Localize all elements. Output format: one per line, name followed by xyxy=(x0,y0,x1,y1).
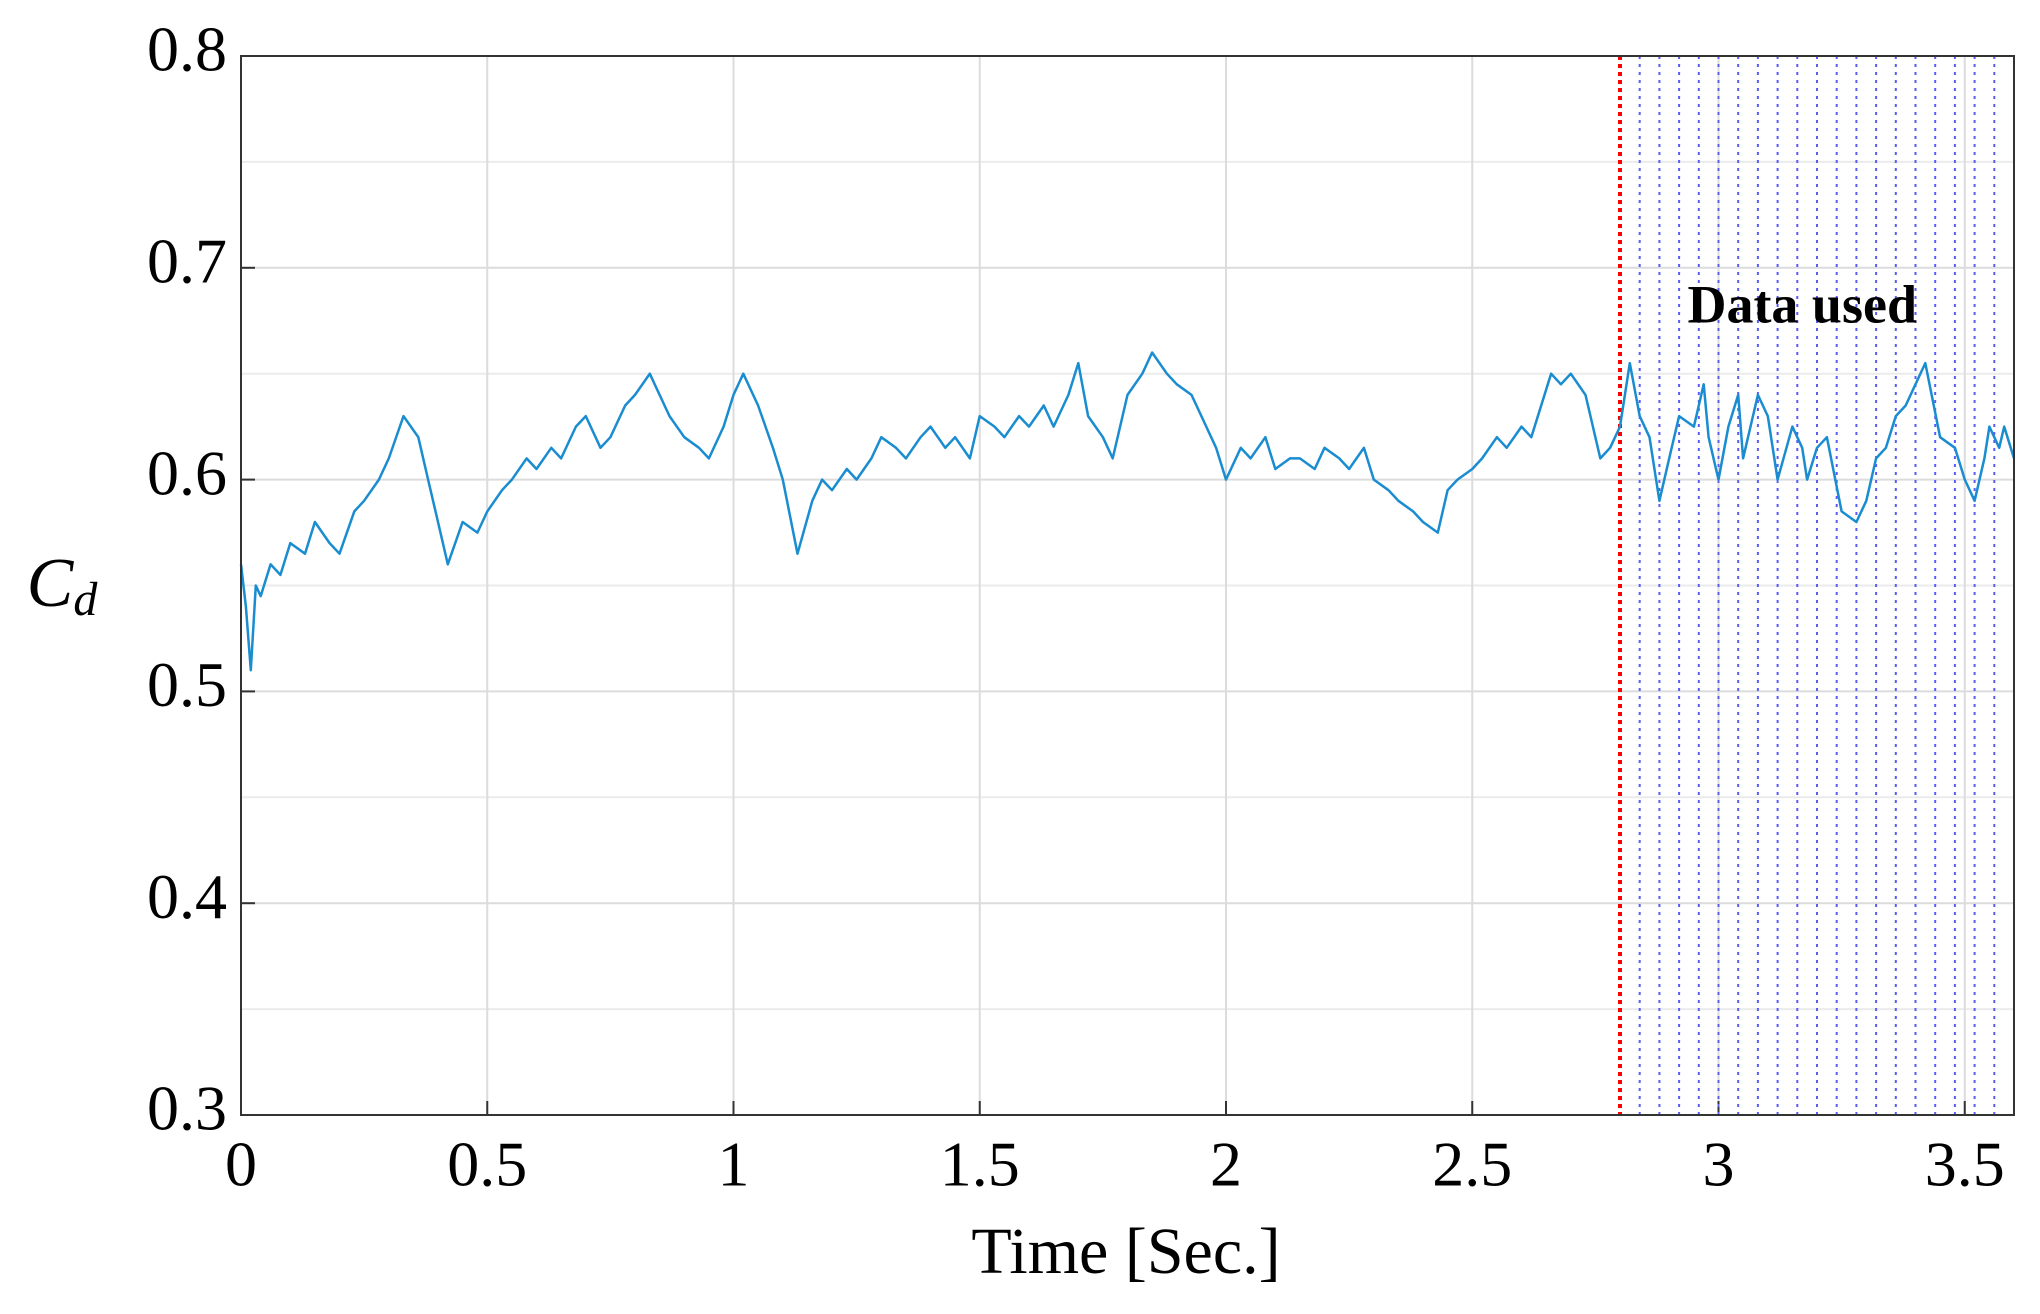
x-tick-label: 0 xyxy=(225,1129,257,1200)
plot-frame xyxy=(240,55,2015,1116)
x-axis-label: Time [Sec.] xyxy=(971,1215,1280,1288)
x-tick-label: 0.5 xyxy=(447,1129,527,1200)
y-axis-label-sub: d xyxy=(73,573,98,626)
y-tick-label: 0.4 xyxy=(147,861,227,932)
x-tick-label: 1 xyxy=(718,1129,750,1200)
y-tick-label: 0.5 xyxy=(147,649,227,720)
annotation: Data used xyxy=(1687,275,1917,335)
y-tick-label: 0.6 xyxy=(147,437,227,508)
x-tick-label: 3.5 xyxy=(1925,1129,2005,1200)
y-tick-label: 0.8 xyxy=(147,14,227,85)
x-tick-label: 1.5 xyxy=(940,1129,1020,1200)
data-line xyxy=(239,351,2016,672)
y-axis-label-main: C xyxy=(27,545,75,622)
y-tick-label: 0.7 xyxy=(147,225,227,296)
y-axis-label: Cd xyxy=(27,545,99,626)
x-tick-label: 2.5 xyxy=(1432,1129,1512,1200)
x-tick-label: 3 xyxy=(1703,1129,1735,1200)
y-tick-label: 0.3 xyxy=(147,1073,227,1144)
x-tick-label: 2 xyxy=(1210,1129,1242,1200)
